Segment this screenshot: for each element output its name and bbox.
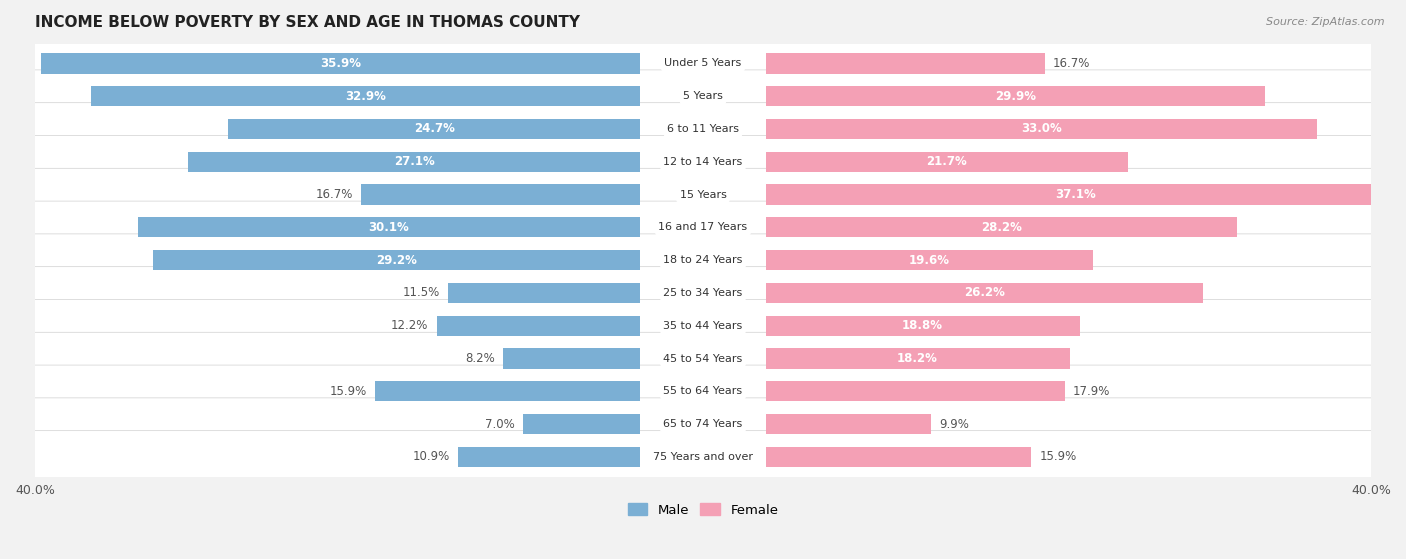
FancyBboxPatch shape — [21, 234, 1385, 286]
Bar — [458, 447, 640, 467]
Text: 55 to 64 Years: 55 to 64 Years — [664, 386, 742, 396]
Text: 5 Years: 5 Years — [683, 91, 723, 101]
Text: 18.2%: 18.2% — [897, 352, 938, 365]
Legend: Male, Female: Male, Female — [623, 498, 783, 522]
Text: 26.2%: 26.2% — [965, 286, 1005, 300]
Text: Source: ZipAtlas.com: Source: ZipAtlas.com — [1267, 17, 1385, 27]
FancyBboxPatch shape — [21, 267, 1385, 319]
FancyBboxPatch shape — [21, 365, 1385, 418]
Bar — [361, 184, 640, 205]
Bar — [766, 447, 1031, 467]
Text: 27.1%: 27.1% — [394, 155, 434, 168]
Bar — [766, 250, 1092, 271]
FancyBboxPatch shape — [21, 168, 1385, 221]
FancyBboxPatch shape — [21, 332, 1385, 385]
Text: 7.0%: 7.0% — [485, 418, 515, 430]
Bar — [766, 381, 1064, 401]
Text: 16 and 17 Years: 16 and 17 Years — [658, 222, 748, 233]
Text: 6 to 11 Years: 6 to 11 Years — [666, 124, 740, 134]
Bar — [766, 283, 1204, 303]
Text: 10.9%: 10.9% — [413, 451, 450, 463]
Text: 32.9%: 32.9% — [346, 89, 387, 103]
FancyBboxPatch shape — [21, 300, 1385, 352]
Text: 15 Years: 15 Years — [679, 190, 727, 200]
Bar — [766, 348, 1070, 369]
Text: 29.2%: 29.2% — [375, 254, 418, 267]
Text: 30.1%: 30.1% — [368, 221, 409, 234]
Text: 45 to 54 Years: 45 to 54 Years — [664, 353, 742, 363]
Text: 8.2%: 8.2% — [465, 352, 495, 365]
Bar — [228, 119, 640, 139]
Text: Under 5 Years: Under 5 Years — [665, 58, 741, 68]
Text: 15.9%: 15.9% — [329, 385, 367, 398]
Text: 18.8%: 18.8% — [903, 319, 943, 332]
Text: 35 to 44 Years: 35 to 44 Years — [664, 321, 742, 331]
Text: 24.7%: 24.7% — [413, 122, 454, 135]
Bar — [523, 414, 640, 434]
Text: 35.9%: 35.9% — [321, 57, 361, 70]
Text: 9.9%: 9.9% — [939, 418, 969, 430]
FancyBboxPatch shape — [21, 201, 1385, 254]
Bar — [766, 315, 1080, 336]
Text: 17.9%: 17.9% — [1073, 385, 1111, 398]
Text: 25 to 34 Years: 25 to 34 Years — [664, 288, 742, 298]
Bar — [766, 151, 1128, 172]
Text: 16.7%: 16.7% — [1053, 57, 1090, 70]
FancyBboxPatch shape — [21, 398, 1385, 451]
Bar — [153, 250, 640, 271]
Text: 65 to 74 Years: 65 to 74 Years — [664, 419, 742, 429]
Bar — [41, 53, 640, 74]
Bar — [375, 381, 640, 401]
Bar — [449, 283, 640, 303]
Bar — [188, 151, 640, 172]
Text: INCOME BELOW POVERTY BY SEX AND AGE IN THOMAS COUNTY: INCOME BELOW POVERTY BY SEX AND AGE IN T… — [35, 15, 579, 30]
FancyBboxPatch shape — [21, 70, 1385, 122]
Text: 18 to 24 Years: 18 to 24 Years — [664, 255, 742, 265]
Text: 28.2%: 28.2% — [981, 221, 1022, 234]
Text: 15.9%: 15.9% — [1039, 451, 1077, 463]
FancyBboxPatch shape — [21, 103, 1385, 155]
Bar — [138, 217, 640, 238]
Text: 12 to 14 Years: 12 to 14 Years — [664, 157, 742, 167]
Bar — [766, 53, 1045, 74]
Bar — [503, 348, 640, 369]
Bar — [766, 414, 931, 434]
Text: 16.7%: 16.7% — [316, 188, 353, 201]
Text: 11.5%: 11.5% — [402, 286, 440, 300]
FancyBboxPatch shape — [21, 430, 1385, 483]
Bar — [766, 86, 1265, 106]
Bar — [437, 315, 640, 336]
Text: 75 Years and over: 75 Years and over — [652, 452, 754, 462]
Bar — [766, 217, 1237, 238]
Bar — [766, 119, 1317, 139]
Text: 19.6%: 19.6% — [908, 254, 950, 267]
FancyBboxPatch shape — [21, 135, 1385, 188]
Text: 33.0%: 33.0% — [1021, 122, 1062, 135]
FancyBboxPatch shape — [21, 37, 1385, 89]
Bar — [766, 184, 1385, 205]
Text: 21.7%: 21.7% — [927, 155, 967, 168]
Bar — [91, 86, 640, 106]
Text: 29.9%: 29.9% — [995, 89, 1036, 103]
Text: 37.1%: 37.1% — [1054, 188, 1095, 201]
Text: 12.2%: 12.2% — [391, 319, 429, 332]
